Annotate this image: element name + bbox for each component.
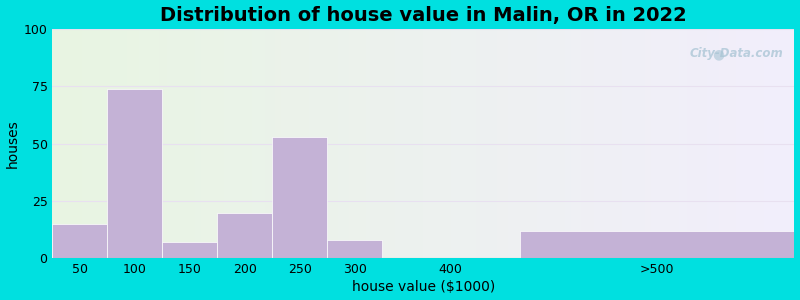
Text: ●: ● (712, 47, 724, 61)
Bar (327, 240, 382, 258)
Bar (272, 137, 327, 258)
Bar (218, 212, 272, 258)
Text: City-Data.com: City-Data.com (690, 47, 783, 60)
Title: Distribution of house value in Malin, OR in 2022: Distribution of house value in Malin, OR… (160, 6, 687, 25)
Bar (520, 231, 794, 258)
Bar (53, 224, 107, 258)
Bar (107, 88, 162, 258)
Bar (162, 242, 218, 258)
Y-axis label: houses: houses (6, 119, 19, 168)
X-axis label: house value ($1000): house value ($1000) (352, 280, 495, 294)
